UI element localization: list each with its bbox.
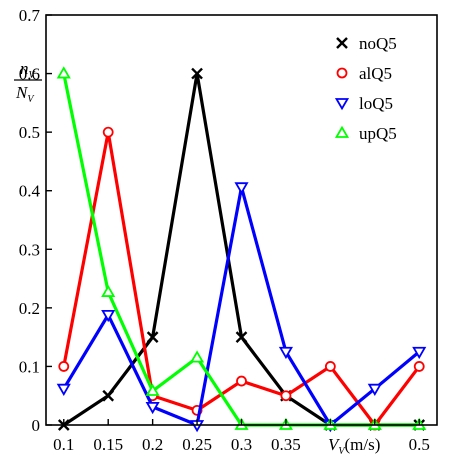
data-point-noQ5 <box>102 389 115 402</box>
x-tick-label: 0.25 <box>182 435 212 454</box>
ylabel-numerator: n <box>20 59 29 78</box>
legend-item-alQ5: alQ5 <box>336 64 392 83</box>
legend-item-noQ5: noQ5 <box>336 34 397 53</box>
data-point-loQ5 <box>367 383 382 396</box>
legend-item-loQ5: loQ5 <box>334 94 393 113</box>
y-tick-label: 0.4 <box>19 182 41 201</box>
series-layer <box>56 66 427 433</box>
legend-label-upQ5: upQ5 <box>359 124 397 143</box>
data-point-upQ5 <box>56 66 71 79</box>
legend-marker-alQ5 <box>336 67 348 79</box>
svg-text:NV: NV <box>15 83 35 105</box>
legend-label-loQ5: loQ5 <box>359 94 393 113</box>
legend-label-noQ5: noQ5 <box>359 34 397 53</box>
data-point-noQ5 <box>191 67 203 80</box>
y-axis-label: nV NV <box>14 59 42 105</box>
data-point-alQ5 <box>58 361 70 372</box>
y-tick-label: 0.1 <box>19 357 40 376</box>
series-upQ5 <box>56 66 427 430</box>
x-tick-label: 0.3 <box>231 435 252 454</box>
x-tick-label: 0.5 <box>409 435 430 454</box>
svg-text:nV: nV <box>20 59 37 81</box>
xlabel-sub: V <box>338 446 346 457</box>
legend-item-upQ5: upQ5 <box>334 124 397 143</box>
y-tick-label: 0.2 <box>19 299 40 318</box>
data-point-alQ5 <box>413 361 425 372</box>
data-point-upQ5 <box>145 383 160 396</box>
x-tick-label: 0.35 <box>271 435 301 454</box>
legend-marker-noQ5 <box>336 37 348 49</box>
y-tick-label: 0.5 <box>19 123 40 142</box>
legend-marker-upQ5 <box>334 125 350 138</box>
series-line-loQ5 <box>62 185 421 427</box>
y-tick-label: 0.6 <box>19 65 40 84</box>
data-point-noQ5 <box>235 331 248 343</box>
data-point-alQ5 <box>102 126 114 138</box>
data-point-upQ5 <box>101 284 116 297</box>
legend-label-alQ5: alQ5 <box>359 64 392 83</box>
ylabel-numerator-sub: V <box>29 70 37 81</box>
data-point-loQ5 <box>56 383 71 396</box>
y-tick-label: 0.7 <box>19 6 41 25</box>
data-point-noQ5 <box>146 331 159 343</box>
data-point-alQ5 <box>236 375 247 387</box>
y-tick-label: 0.3 <box>19 240 40 259</box>
x-axis-label: VV(m/s) <box>328 435 380 457</box>
x-tick-label: 0.1 <box>53 435 74 454</box>
data-point-loQ5 <box>145 401 160 415</box>
svg-text:VV(m/s): VV(m/s) <box>328 435 380 457</box>
x-tick-label: 0.2 <box>142 435 163 454</box>
ticks-layer: 0 0.1 0.2 0.3 0.4 0.5 0.6 0.7 0.1 0.15 0.2 0.25 0.3 0… <box>19 6 430 454</box>
data-point-loQ5 <box>101 309 116 323</box>
data-point-loQ5 <box>234 182 249 195</box>
legend-marker-loQ5 <box>334 98 350 111</box>
xlabel-unit: (m/s) <box>345 435 381 454</box>
xlabel-main: V <box>328 435 341 454</box>
data-point-loQ5 <box>278 346 293 360</box>
x-tick-label: 0.15 <box>93 435 123 454</box>
y-tick-label: 0 <box>32 416 41 435</box>
data-point-loQ5 <box>412 346 427 360</box>
data-point-alQ5 <box>280 390 292 402</box>
data-point-upQ5 <box>190 350 205 363</box>
ylabel-denominator-sub: V <box>27 94 35 105</box>
legend-layer: noQ5 alQ5 loQ5 upQ5 <box>334 34 397 143</box>
ylabel-denominator: N <box>15 83 29 102</box>
data-point-alQ5 <box>324 361 336 372</box>
